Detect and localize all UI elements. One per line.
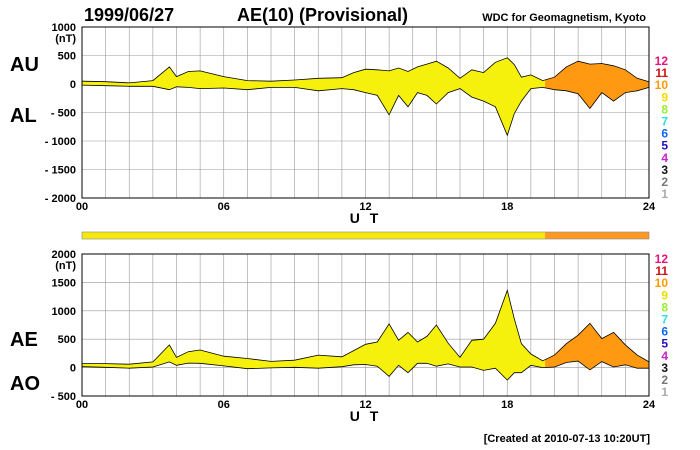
station-legend-number: 2 — [661, 175, 668, 189]
station-legend-number: 4 — [661, 349, 668, 363]
top-y-tick-labels: 1000 500 0 - 500 - 1000 - 1500 - 2000 — [45, 22, 76, 205]
bottom-y-tick-labels: 2000 1500 1000 500 0 - 500 — [51, 249, 76, 403]
y-tick-label: - 2000 — [45, 193, 76, 205]
x-tick-label: 06 — [218, 399, 230, 411]
au-series-label: AU — [10, 54, 39, 76]
y-tick-label: 500 — [58, 51, 76, 63]
x-tick-label: 18 — [501, 399, 513, 411]
x-tick-label: 06 — [218, 201, 230, 213]
station-legend-number: 12 — [655, 54, 669, 68]
ae-series-line — [82, 289, 650, 365]
y-tick-label: - 1500 — [45, 165, 76, 177]
station-legend-number: 8 — [661, 102, 668, 116]
station-count-segment — [545, 232, 649, 239]
station-legend-number: 5 — [661, 337, 668, 351]
station-legend-number: 6 — [661, 127, 668, 141]
station-legend-number: 11 — [655, 264, 668, 278]
bottom-plot-frame — [81, 253, 650, 397]
bottom-x-tick-labels: 00 06 12 18 24 — [76, 399, 656, 411]
au-series-line — [81, 57, 650, 84]
station-legend-number: 5 — [661, 139, 668, 153]
station-legend-number: 4 — [661, 151, 668, 165]
station-legend-number: 6 — [661, 325, 668, 339]
x-tick-label: 12 — [359, 201, 371, 213]
y-tick-label: 0 — [70, 79, 76, 91]
top-grid — [81, 26, 650, 199]
station-legend-number: 1 — [661, 385, 668, 399]
y-tick-label: 2000 — [52, 249, 76, 261]
station-legend-number: 8 — [661, 300, 668, 314]
au-al-fill-yellow — [82, 57, 546, 136]
au-al-panel: 1000 500 0 - 500 - 1000 - 1500 - 2000 00 06 12 18… — [10, 22, 656, 226]
station-legend-number: 3 — [661, 361, 668, 375]
station-count-segment — [82, 232, 546, 239]
x-tick-label: 00 — [76, 399, 88, 411]
station-legend-number: 7 — [661, 313, 668, 327]
y-tick-label: - 500 — [51, 391, 76, 403]
bottom-x-axis-label: U T — [350, 408, 382, 424]
y-tick-label: 500 — [58, 334, 76, 346]
station-legend-number: 2 — [661, 373, 668, 387]
chart-title: AE(10) (Provisional) — [237, 5, 408, 25]
ae-ao-panel: 2000 1500 1000 500 0 - 500 00 06 12 18 24 (nT) U … — [10, 249, 656, 424]
x-tick-label: 24 — [643, 201, 656, 213]
ae-ao-fill-orange — [545, 323, 649, 370]
created-timestamp: [Created at 2010-07-13 10:20UT] — [484, 433, 651, 445]
x-tick-label: 24 — [643, 399, 656, 411]
ao-series-line — [81, 360, 649, 381]
top-plot-frame — [81, 26, 650, 199]
station-legend-number: 10 — [655, 276, 669, 290]
x-tick-label: 12 — [359, 399, 371, 411]
source-label: WDC for Geomagnetism, Kyoto — [482, 12, 646, 24]
station-count-frame — [81, 231, 650, 240]
station-legend-number: 9 — [661, 288, 668, 302]
ao-series-label: AO — [10, 373, 40, 395]
station-legend-number: 7 — [661, 115, 668, 129]
bottom-y-unit-label: (nT) — [55, 260, 76, 272]
al-series-label: AL — [10, 105, 37, 127]
station-legend-number: 10 — [655, 78, 669, 92]
au-al-fill-orange — [545, 61, 649, 109]
x-tick-label: 18 — [501, 201, 513, 213]
y-tick-label: 1000 — [52, 306, 76, 318]
top-y-unit-label: (nT) — [55, 33, 76, 45]
top-x-tick-labels: 00 06 12 18 24 — [76, 201, 656, 213]
date-label: 1999/06/27 — [84, 5, 174, 25]
y-tick-label: - 1000 — [45, 136, 76, 148]
station-count-bar — [81, 231, 650, 240]
station-legend-number: 12 — [655, 252, 669, 266]
ae-ao-fill-yellow — [82, 290, 546, 381]
y-tick-label: - 500 — [51, 108, 76, 120]
y-tick-label: 0 — [70, 363, 76, 375]
y-tick-label: 1500 — [52, 277, 76, 289]
ae-series-label: AE — [10, 329, 38, 351]
station-legend-number: 11 — [655, 66, 668, 80]
station-legend-number: 9 — [661, 90, 668, 104]
top-x-axis-label: U T — [350, 210, 382, 226]
station-legend-number: 1 — [661, 187, 668, 201]
x-tick-label: 00 — [76, 201, 88, 213]
y-tick-label: 1000 — [52, 22, 76, 34]
al-series-line — [81, 84, 650, 137]
station-legend-number: 3 — [661, 163, 668, 177]
bottom-grid — [81, 253, 650, 397]
